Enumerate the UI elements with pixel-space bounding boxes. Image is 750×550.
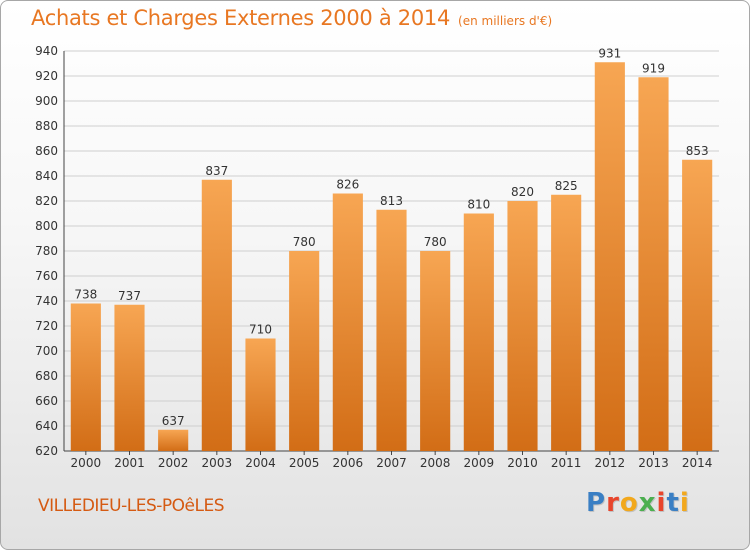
data-label: 826 xyxy=(336,178,359,192)
bars xyxy=(70,62,713,451)
y-tick-label: 940 xyxy=(35,44,58,58)
title-unit: (en milliers d'€) xyxy=(458,14,553,28)
data-label: 853 xyxy=(686,144,709,158)
x-tick-label: 2007 xyxy=(376,456,407,470)
bar xyxy=(289,251,320,451)
data-label: 810 xyxy=(467,198,490,212)
y-tick-label: 720 xyxy=(35,319,58,333)
data-label: 780 xyxy=(424,235,447,249)
bar xyxy=(420,251,451,451)
data-label: 931 xyxy=(598,46,621,60)
x-tick-label: 2006 xyxy=(333,456,364,470)
y-tick-label: 840 xyxy=(35,169,58,183)
bar xyxy=(114,304,145,451)
data-label: 820 xyxy=(511,185,534,199)
bar xyxy=(594,62,625,451)
proxiti-logo: Proxiti xyxy=(586,488,690,518)
bar xyxy=(507,201,538,451)
data-label: 919 xyxy=(642,61,665,75)
x-tick-label: 2008 xyxy=(420,456,451,470)
bar xyxy=(245,338,276,451)
bar xyxy=(201,179,232,451)
data-label: 637 xyxy=(162,414,185,428)
y-tick-label: 760 xyxy=(35,269,58,283)
y-tick-label: 640 xyxy=(35,419,58,433)
y-tick-label: 780 xyxy=(35,244,58,258)
x-tick-label: 2004 xyxy=(245,456,276,470)
x-axis: 2000 2001 2002 2003 2004 2005 2006 2007 2008 2009… xyxy=(71,451,713,470)
y-tick-label: 880 xyxy=(35,119,58,133)
x-tick-label: 2012 xyxy=(595,456,626,470)
x-tick-label: 2002 xyxy=(158,456,189,470)
data-label: 780 xyxy=(293,235,316,249)
y-tick-label: 860 xyxy=(35,144,58,158)
bar xyxy=(463,213,494,451)
logo-letter: x xyxy=(638,488,657,518)
title-text: Achats et Charges Externes 2000 à 2014 xyxy=(31,6,451,30)
data-label: 837 xyxy=(205,164,228,178)
logo-letter: t xyxy=(666,488,680,518)
y-tick-label: 680 xyxy=(35,369,58,383)
x-tick-label: 2009 xyxy=(464,456,495,470)
logo-letter: P xyxy=(586,488,607,518)
data-label: 738 xyxy=(74,288,97,302)
bar xyxy=(376,209,407,451)
logo-letter: r xyxy=(606,488,620,518)
y-tick-label: 700 xyxy=(35,344,58,358)
logo-letter: o xyxy=(619,488,639,518)
data-label: 813 xyxy=(380,194,403,208)
y-tick-label: 820 xyxy=(35,194,58,208)
bar xyxy=(332,193,363,451)
data-label: 825 xyxy=(555,179,578,193)
y-tick-label: 800 xyxy=(35,219,58,233)
y-tick-label: 740 xyxy=(35,294,58,308)
chart-title: Achats et Charges Externes 2000 à 2014 (e… xyxy=(31,6,552,30)
data-label: 710 xyxy=(249,323,272,337)
y-tick-label: 620 xyxy=(35,444,58,458)
bar xyxy=(70,303,101,451)
x-tick-label: 2001 xyxy=(114,456,145,470)
y-tick-label: 900 xyxy=(35,94,58,108)
data-label: 737 xyxy=(118,289,141,303)
logo-letter: i xyxy=(656,488,667,518)
bar xyxy=(638,77,669,451)
bar xyxy=(682,159,713,451)
x-tick-label: 2000 xyxy=(71,456,102,470)
bar xyxy=(158,429,189,451)
x-tick-label: 2013 xyxy=(638,456,669,470)
x-tick-label: 2003 xyxy=(202,456,233,470)
x-tick-label: 2011 xyxy=(551,456,582,470)
y-tick-label: 660 xyxy=(35,394,58,408)
city-name: VILLEDIEU-LES-POêLES xyxy=(38,496,224,516)
logo-letter: i xyxy=(679,488,690,518)
data-labels: 738 737 637 837 710 780 826 813 780 810 820 825 931 9… xyxy=(74,46,708,428)
y-axis: 620 640 660 680 700 720 740 760 780 800 820 840 860 8… xyxy=(35,44,719,458)
y-tick-label: 920 xyxy=(35,69,58,83)
bar xyxy=(551,194,582,451)
x-tick-label: 2005 xyxy=(289,456,320,470)
x-tick-label: 2014 xyxy=(682,456,713,470)
x-tick-label: 2010 xyxy=(507,456,538,470)
